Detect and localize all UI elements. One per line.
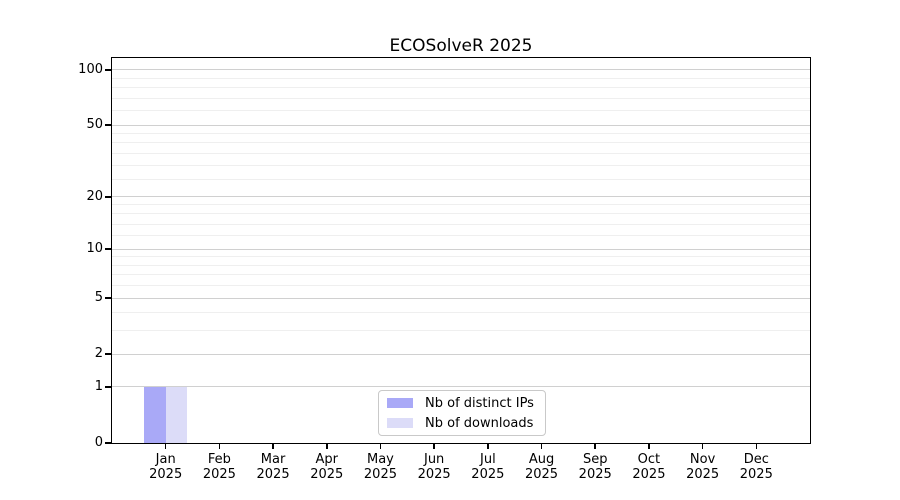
y-tick-label: 100 xyxy=(78,61,103,77)
y-tick-label: 5 xyxy=(94,290,103,306)
x-tick-label: May 2025 xyxy=(363,452,397,482)
gridline-major xyxy=(112,124,810,126)
gridline-minor xyxy=(112,152,810,154)
gridline-minor xyxy=(112,97,810,99)
gridline-minor xyxy=(112,256,810,258)
chart-title: ECOSolveR 2025 xyxy=(389,36,533,56)
y-tick-label: 1 xyxy=(94,378,103,394)
gridline-major xyxy=(112,69,810,71)
x-tick-label: Jan 2025 xyxy=(149,452,183,482)
x-tick-mark xyxy=(326,444,328,449)
gridline-minor xyxy=(112,223,810,225)
gridline-minor xyxy=(112,77,810,79)
gridline-major xyxy=(112,386,810,388)
legend-swatch-downloads-icon xyxy=(387,418,413,428)
x-tick-mark xyxy=(594,444,596,449)
gridline-minor xyxy=(112,204,810,206)
y-tick-label: 2 xyxy=(94,346,103,362)
gridline-minor xyxy=(112,110,810,112)
gridline-minor xyxy=(112,179,810,181)
x-tick-mark xyxy=(433,444,435,449)
gridline-major xyxy=(112,353,810,355)
y-tick-label: 20 xyxy=(86,188,103,204)
gridline-major xyxy=(112,196,810,198)
gridline-minor xyxy=(112,164,810,166)
x-tick-mark xyxy=(487,444,489,449)
x-tick-label: Dec 2025 xyxy=(739,452,773,482)
y-tick-label: 50 xyxy=(86,117,103,133)
legend-item-downloads: Nb of downloads xyxy=(387,416,537,431)
gridline-minor xyxy=(112,312,810,314)
x-tick-mark xyxy=(701,444,704,449)
x-tick-label: Sep 2025 xyxy=(578,452,612,482)
x-tick-mark xyxy=(648,444,650,449)
legend: Nb of distinct IPs Nb of downloads xyxy=(378,390,546,436)
gridline-minor xyxy=(112,330,810,332)
gridline-minor xyxy=(112,87,810,89)
gridline-major xyxy=(112,297,810,299)
x-tick-mark xyxy=(218,444,221,449)
gridline-minor xyxy=(112,132,810,134)
gridline-minor xyxy=(112,264,810,266)
gridline-minor xyxy=(112,142,810,144)
y-tick-mark xyxy=(105,69,111,71)
x-tick-label: Aug 2025 xyxy=(524,452,559,482)
x-tick-mark xyxy=(540,444,543,449)
x-tick-label: Feb 2025 xyxy=(202,452,236,482)
y-tick-label: 10 xyxy=(86,241,103,257)
legend-label-distinct-ips: Nb of distinct IPs xyxy=(425,395,534,411)
y-tick-mark xyxy=(105,297,111,299)
y-tick-mark xyxy=(105,442,111,444)
legend-swatch-distinct-ips-icon xyxy=(387,398,413,408)
x-tick-mark xyxy=(755,444,758,449)
x-tick-mark xyxy=(379,444,382,449)
y-tick-mark xyxy=(105,353,111,355)
x-tick-mark xyxy=(272,444,274,449)
gridline-minor xyxy=(112,213,810,215)
x-tick-label: Mar 2025 xyxy=(256,452,290,482)
legend-item-distinct-ips: Nb of distinct IPs xyxy=(387,396,537,411)
x-tick-mark xyxy=(164,444,167,449)
y-tick-mark xyxy=(105,196,111,198)
x-tick-label: Nov 2025 xyxy=(686,452,720,482)
gridline-minor xyxy=(112,235,810,237)
x-tick-label: Apr 2025 xyxy=(310,452,344,482)
legend-label-downloads: Nb of downloads xyxy=(425,415,534,431)
x-tick-label: Jun 2025 xyxy=(417,452,451,482)
gridline-major xyxy=(112,248,810,250)
y-tick-label: 0 xyxy=(94,435,103,450)
y-tick-mark xyxy=(105,248,111,250)
x-tick-label: Jul 2025 xyxy=(471,452,505,482)
bar-downloads-jan xyxy=(165,386,188,443)
x-tick-label: Oct 2025 xyxy=(632,452,666,482)
y-tick-mark xyxy=(105,124,111,126)
gridline-minor xyxy=(112,274,810,276)
gridline-minor xyxy=(112,285,810,287)
bar-distinct-ips-jan xyxy=(144,386,166,443)
y-tick-mark xyxy=(105,386,111,388)
